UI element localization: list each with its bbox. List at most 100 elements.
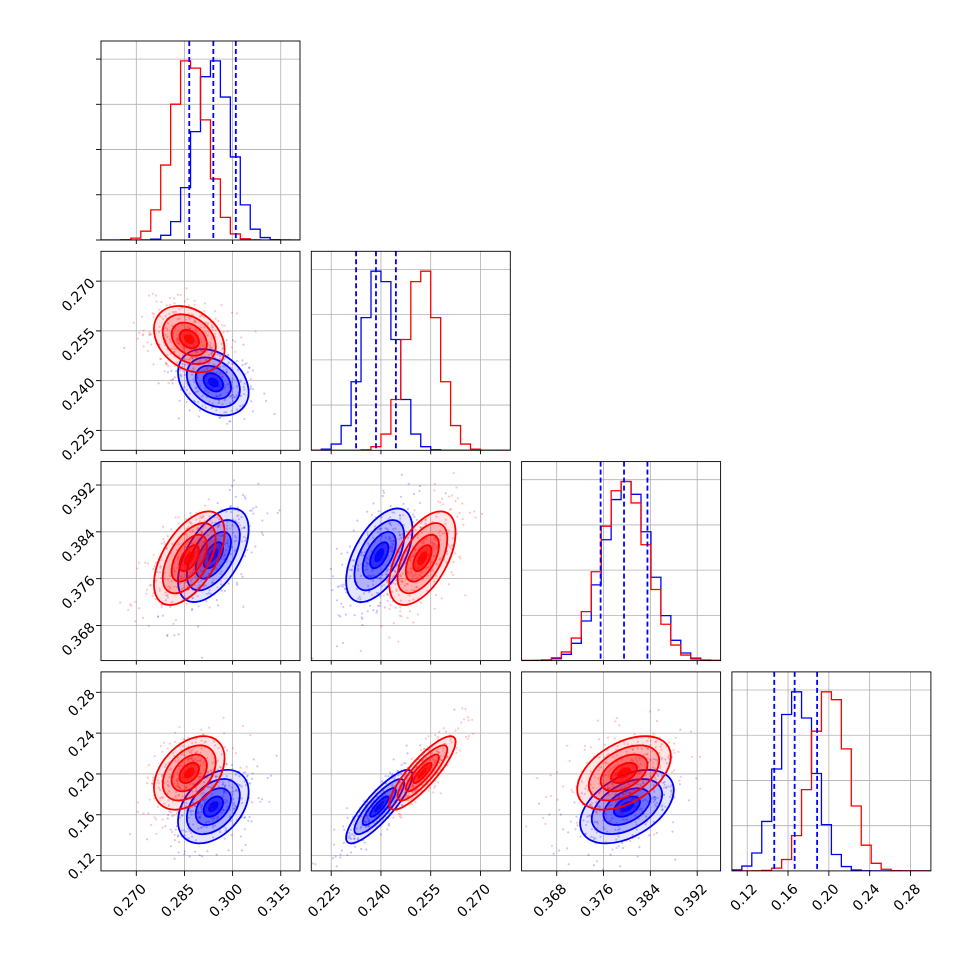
scatter-point xyxy=(604,812,608,816)
scatter-point xyxy=(164,591,167,594)
scatter-point xyxy=(597,769,600,772)
scatter-point xyxy=(206,323,209,326)
scatter-point xyxy=(613,737,616,740)
scatter-point xyxy=(163,802,166,805)
scatter-point xyxy=(177,522,180,525)
scatter-point xyxy=(231,397,234,400)
scatter-point xyxy=(232,395,236,398)
scatter-point xyxy=(137,561,140,564)
scatter-point xyxy=(454,500,457,503)
scatter-point xyxy=(251,410,254,413)
scatter-point xyxy=(140,315,144,318)
scatter-point xyxy=(660,805,663,808)
scatter-point xyxy=(473,510,476,513)
scatter-point xyxy=(236,515,239,518)
scatter-point xyxy=(414,548,417,552)
scatter-point xyxy=(195,577,198,580)
scatter-point xyxy=(200,811,203,814)
scatter-point xyxy=(387,775,390,778)
scatter-point xyxy=(340,552,343,555)
scatter-point xyxy=(437,500,440,503)
scatter-point xyxy=(592,836,595,839)
scatter-point xyxy=(175,370,178,373)
scatter-point xyxy=(213,553,216,556)
scatter-point xyxy=(210,324,213,327)
scatter-point xyxy=(395,588,398,591)
scatter-point xyxy=(378,604,381,607)
scatter-point xyxy=(225,542,228,545)
scatter-point xyxy=(147,812,150,815)
scatter-point xyxy=(180,764,183,767)
scatter-point xyxy=(393,802,396,805)
scatter-point xyxy=(240,849,244,852)
scatter-point xyxy=(192,823,195,826)
scatter-point xyxy=(348,832,351,835)
scatter-point xyxy=(435,749,438,753)
scatter-point xyxy=(646,800,650,803)
scatter-point xyxy=(372,609,375,612)
scatter-point xyxy=(183,853,186,856)
scatter-point xyxy=(570,788,573,791)
scatter-point xyxy=(380,527,383,530)
scatter-point xyxy=(213,815,216,819)
scatter-point xyxy=(218,373,221,376)
scatter-point xyxy=(240,785,243,788)
scatter-point xyxy=(200,532,204,535)
scatter-point xyxy=(220,535,223,538)
scatter-point xyxy=(232,807,235,810)
scatter-point xyxy=(636,772,639,775)
scatter-point xyxy=(176,784,179,787)
scatter-point xyxy=(228,808,231,812)
scatter-point xyxy=(205,367,208,370)
scatter-point xyxy=(199,315,202,318)
scatter-point xyxy=(211,824,214,827)
scatter-point xyxy=(618,827,621,831)
scatter-point xyxy=(552,852,555,855)
scatter-point xyxy=(191,357,194,360)
scatter-point xyxy=(659,766,662,770)
scatter-point xyxy=(146,349,149,352)
scatter-point xyxy=(436,781,440,784)
scatter-point xyxy=(201,314,204,317)
scatter-point xyxy=(379,833,382,836)
scatter-point xyxy=(340,602,343,605)
scatter-point xyxy=(166,596,170,599)
scatter-point xyxy=(231,377,234,381)
scatter-point xyxy=(690,755,694,758)
panel-content xyxy=(521,461,721,661)
scatter-point xyxy=(184,795,187,798)
scatter-point xyxy=(251,777,254,781)
scatter-point xyxy=(421,783,424,787)
scatter-point xyxy=(652,761,655,764)
density-fill-1-4 xyxy=(617,767,632,779)
scatter-point xyxy=(196,376,199,379)
scatter-point xyxy=(598,791,601,795)
scatter-point xyxy=(180,375,183,378)
scatter-point xyxy=(209,346,212,350)
scatter-point xyxy=(419,744,422,747)
scatter-point xyxy=(212,363,215,366)
scatter-point xyxy=(348,836,352,840)
scatter-point xyxy=(556,771,559,774)
scatter-point xyxy=(190,757,193,760)
scatter-point xyxy=(193,805,196,808)
scatter-point xyxy=(390,545,393,548)
scatter-point xyxy=(239,379,242,382)
panel-content xyxy=(311,707,475,868)
scatter-point xyxy=(196,790,199,793)
scatter-point xyxy=(178,342,181,345)
histogram-series-0 xyxy=(731,691,931,871)
scatter-point xyxy=(223,732,226,735)
scatter-point xyxy=(392,816,395,819)
scatter-point xyxy=(376,604,380,608)
scatter-point xyxy=(202,577,205,581)
scatter-point xyxy=(460,721,463,724)
scatter-point xyxy=(222,782,225,786)
scatter-point xyxy=(625,818,629,821)
scatter-point xyxy=(178,767,181,771)
scatter-point xyxy=(181,814,184,817)
scatter-point xyxy=(166,578,169,581)
scatter-point xyxy=(314,863,317,866)
scatter-point xyxy=(596,805,599,808)
scatter-point xyxy=(229,366,232,369)
